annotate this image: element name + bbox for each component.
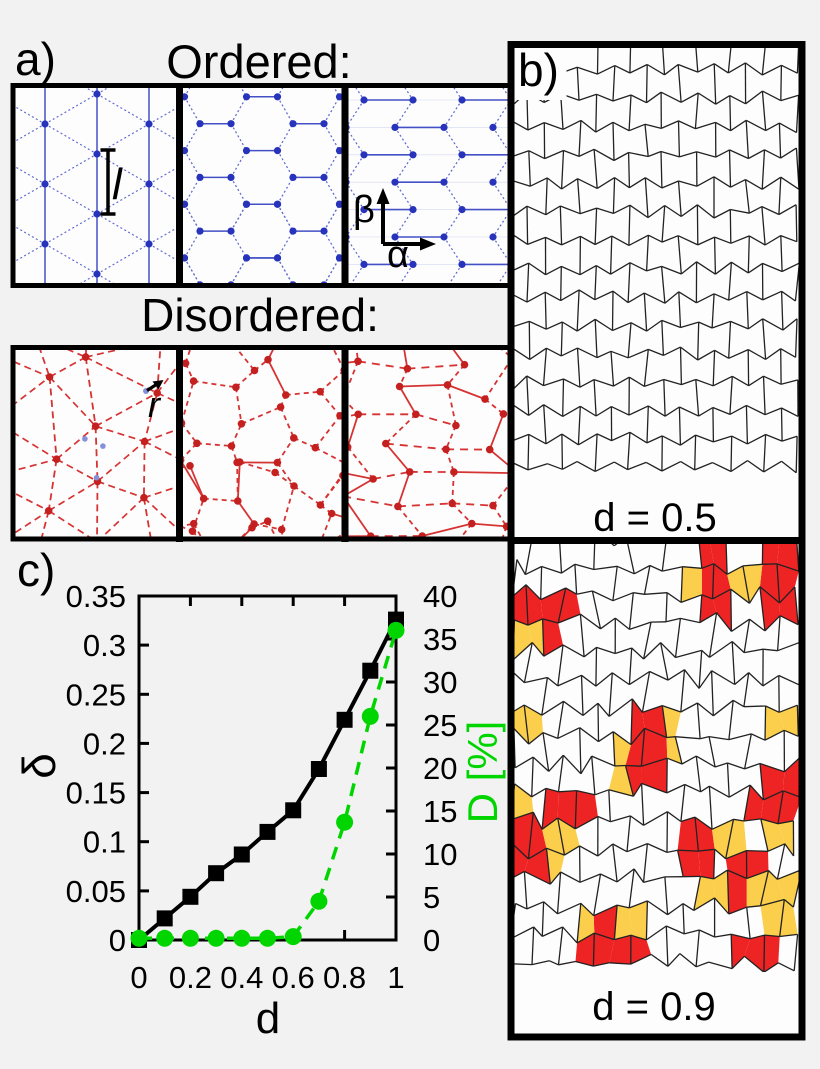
svg-text:0.15: 0.15 bbox=[66, 776, 126, 811]
svg-text:a): a) bbox=[15, 33, 56, 85]
svg-text:15: 15 bbox=[423, 794, 457, 829]
svg-text:b): b) bbox=[518, 44, 559, 96]
svg-text:d = 0.5: d = 0.5 bbox=[593, 496, 716, 540]
svg-text:r: r bbox=[148, 384, 162, 425]
svg-text:5: 5 bbox=[423, 880, 440, 915]
svg-text:20: 20 bbox=[423, 751, 457, 786]
svg-text:d: d bbox=[256, 994, 280, 1043]
svg-text:30: 30 bbox=[423, 665, 457, 700]
svg-text:0.2: 0.2 bbox=[169, 960, 212, 995]
svg-text:10: 10 bbox=[423, 837, 457, 872]
svg-text:D [%]: D [%] bbox=[459, 721, 506, 824]
svg-text:0.3: 0.3 bbox=[83, 628, 126, 663]
svg-text:c): c) bbox=[17, 544, 55, 596]
svg-text:α: α bbox=[387, 234, 409, 276]
svg-text:β: β bbox=[353, 189, 375, 231]
svg-text:0.35: 0.35 bbox=[66, 579, 126, 614]
svg-text:25: 25 bbox=[423, 708, 457, 743]
svg-text:0: 0 bbox=[423, 923, 440, 958]
svg-text:0.1: 0.1 bbox=[83, 825, 126, 860]
svg-text:0: 0 bbox=[130, 960, 147, 995]
svg-text:Disordered:: Disordered: bbox=[141, 289, 379, 341]
svg-text:0.6: 0.6 bbox=[272, 960, 315, 995]
svg-text:l: l bbox=[112, 160, 123, 209]
svg-text:1: 1 bbox=[387, 960, 404, 995]
svg-text:Ordered:: Ordered: bbox=[166, 35, 351, 88]
svg-text:0.2: 0.2 bbox=[83, 726, 126, 761]
svg-text:40: 40 bbox=[423, 579, 457, 614]
svg-text:0.4: 0.4 bbox=[220, 960, 263, 995]
svg-text:0.25: 0.25 bbox=[66, 677, 126, 712]
svg-text:d = 0.9: d = 0.9 bbox=[592, 985, 715, 1029]
svg-text:δ: δ bbox=[13, 753, 65, 779]
svg-text:0.05: 0.05 bbox=[66, 874, 126, 909]
svg-text:35: 35 bbox=[423, 622, 457, 657]
svg-text:0.8: 0.8 bbox=[323, 960, 366, 995]
svg-text:0: 0 bbox=[109, 923, 126, 958]
